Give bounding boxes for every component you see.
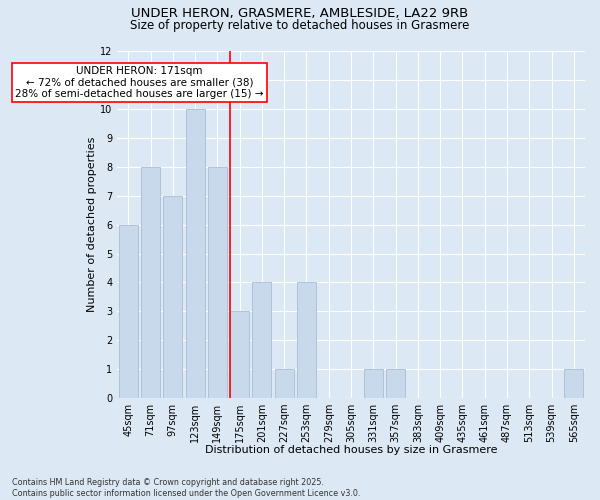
Bar: [230, 312, 249, 398]
Bar: [297, 282, 316, 398]
Bar: [565, 369, 583, 398]
Bar: [163, 196, 182, 398]
Text: Contains HM Land Registry data © Crown copyright and database right 2025.
Contai: Contains HM Land Registry data © Crown c…: [12, 478, 361, 498]
Bar: [253, 282, 271, 398]
Bar: [141, 167, 160, 398]
X-axis label: Distribution of detached houses by size in Grasmere: Distribution of detached houses by size …: [205, 445, 497, 455]
Text: UNDER HERON: 171sqm
← 72% of detached houses are smaller (38)
28% of semi-detach: UNDER HERON: 171sqm ← 72% of detached ho…: [15, 66, 263, 99]
Bar: [386, 369, 405, 398]
Y-axis label: Number of detached properties: Number of detached properties: [87, 137, 97, 312]
Text: Size of property relative to detached houses in Grasmere: Size of property relative to detached ho…: [130, 18, 470, 32]
Bar: [208, 167, 227, 398]
Bar: [275, 369, 293, 398]
Bar: [119, 224, 138, 398]
Bar: [185, 109, 205, 398]
Bar: [364, 369, 383, 398]
Text: UNDER HERON, GRASMERE, AMBLESIDE, LA22 9RB: UNDER HERON, GRASMERE, AMBLESIDE, LA22 9…: [131, 8, 469, 20]
